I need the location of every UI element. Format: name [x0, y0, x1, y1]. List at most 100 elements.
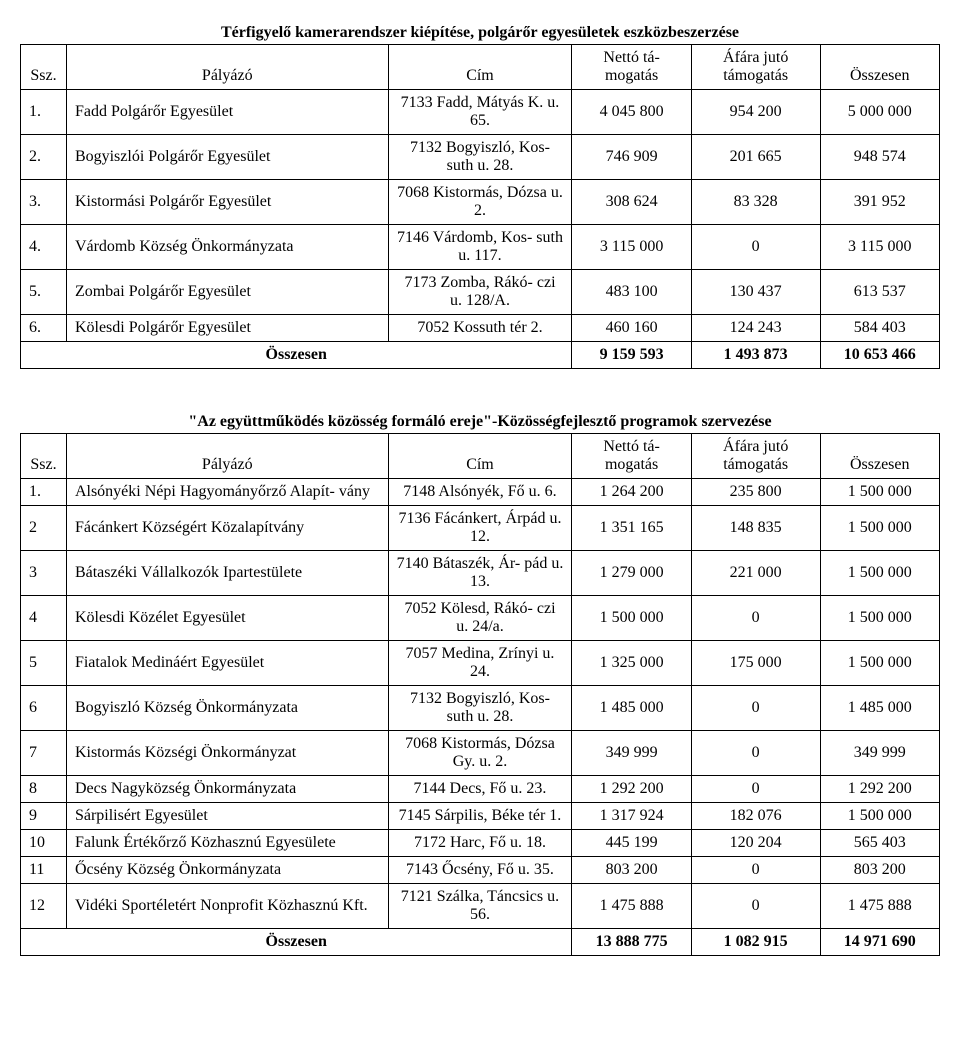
table-cell: 0	[691, 857, 820, 884]
table-cell: 948 574	[820, 135, 940, 180]
t2-body: 1.Alsónyéki Népi Hagyományőrző Alapít- v…	[21, 479, 940, 929]
table-cell: 391 952	[820, 180, 940, 225]
table-cell: 1 500 000	[820, 479, 940, 506]
t1-total-netto: 9 159 593	[572, 342, 691, 369]
table-cell: 83 328	[691, 180, 820, 225]
table-cell: 11	[21, 857, 67, 884]
table-cell: 7172 Harc, Fő u. 18.	[388, 830, 572, 857]
table-cell: 4 045 800	[572, 90, 691, 135]
table-row: 3Bátaszéki Vállalkozók Ipartestülete7140…	[21, 551, 940, 596]
table-cell: 1 500 000	[820, 803, 940, 830]
table-cell: Fadd Polgárőr Egyesület	[66, 90, 388, 135]
table-cell: 235 800	[691, 479, 820, 506]
table-row: 5Fiatalok Medináért Egyesület7057 Medina…	[21, 641, 940, 686]
table-cell: 10	[21, 830, 67, 857]
table-cell: 175 000	[691, 641, 820, 686]
table-row: 2.Bogyiszlói Polgárőr Egyesület7132 Bogy…	[21, 135, 940, 180]
table-cell: Várdomb Község Önkormányzata	[66, 225, 388, 270]
table-cell: 0	[691, 884, 820, 929]
t1-total-afa: 1 493 873	[691, 342, 820, 369]
table-cell: 3 115 000	[820, 225, 940, 270]
table-cell: 746 909	[572, 135, 691, 180]
table-cell: Zombai Polgárőr Egyesület	[66, 270, 388, 315]
table-cell: 445 199	[572, 830, 691, 857]
table-2-title: "Az együttműködés közösség formáló ereje…	[21, 409, 940, 434]
table-cell: 2.	[21, 135, 67, 180]
table-cell: 7052 Kossuth tér 2.	[388, 315, 572, 342]
table-cell: Őcsény Község Önkormányzata	[66, 857, 388, 884]
t2-h-afa: Áfára jutó támogatás	[691, 434, 820, 479]
table-cell: 613 537	[820, 270, 940, 315]
table-cell: 1 500 000	[820, 641, 940, 686]
table-2: "Az együttműködés közösség formáló ereje…	[20, 409, 940, 956]
table-cell: 1 475 888	[572, 884, 691, 929]
table-cell: 1 475 888	[820, 884, 940, 929]
t2-h-ssz: Ssz.	[21, 434, 67, 479]
table-cell: 6.	[21, 315, 67, 342]
t1-h-cim: Cím	[388, 45, 572, 90]
t1-body: 1.Fadd Polgárőr Egyesület7133 Fadd, Máty…	[21, 90, 940, 342]
table-cell: Fiatalok Medináért Egyesület	[66, 641, 388, 686]
table-row: 6.Kölesdi Polgárőr Egyesület7052 Kossuth…	[21, 315, 940, 342]
table-cell: 6	[21, 686, 67, 731]
table-row: 11Őcsény Község Önkormányzata7143 Őcsény…	[21, 857, 940, 884]
t2-h-netto: Nettó tá- mogatás	[572, 434, 691, 479]
table-row: 4.Várdomb Község Önkormányzata7146 Várdo…	[21, 225, 940, 270]
table-cell: 7052 Kölesd, Rákó- czi u. 24/a.	[388, 596, 572, 641]
table-cell: 1 292 200	[820, 776, 940, 803]
table-cell: 1 485 000	[572, 686, 691, 731]
table-cell: 1 500 000	[572, 596, 691, 641]
table-cell: Vidéki Sportéletért Nonprofit Közhasznú …	[66, 884, 388, 929]
t1-total-ossz: 10 653 466	[820, 342, 940, 369]
table-cell: 3 115 000	[572, 225, 691, 270]
table-row: 9Sárpilisért Egyesület7145 Sárpilis, Bék…	[21, 803, 940, 830]
t2-h-cim: Cím	[388, 434, 572, 479]
table-cell: 124 243	[691, 315, 820, 342]
table-cell: 1 325 000	[572, 641, 691, 686]
table-row: 8Decs Nagyközség Önkormányzata7144 Decs,…	[21, 776, 940, 803]
table-cell: 7140 Bátaszék, Ár- pád u. 13.	[388, 551, 572, 596]
t1-h-afa: Áfára jutó támogatás	[691, 45, 820, 90]
table-cell: 7136 Fácánkert, Árpád u. 12.	[388, 506, 572, 551]
t2-h-palyazo: Pályázó	[66, 434, 388, 479]
table-cell: 5.	[21, 270, 67, 315]
table-cell: 3.	[21, 180, 67, 225]
table-cell: 7	[21, 731, 67, 776]
table-cell: 1.	[21, 90, 67, 135]
table-cell: 7132 Bogyiszló, Kos- suth u. 28.	[388, 686, 572, 731]
table-1-title: Térfigyelő kamerarendszer kiépítése, pol…	[21, 20, 940, 45]
table-cell: 2	[21, 506, 67, 551]
table-cell: 120 204	[691, 830, 820, 857]
table-cell: Fácánkert Községért Közalapítvány	[66, 506, 388, 551]
t1-h-ssz: Ssz.	[21, 45, 67, 90]
table-cell: Bogyiszló Község Önkormányzata	[66, 686, 388, 731]
table-cell: 5 000 000	[820, 90, 940, 135]
table-cell: 182 076	[691, 803, 820, 830]
table-cell: 7146 Várdomb, Kos- suth u. 117.	[388, 225, 572, 270]
table-cell: Bátaszéki Vállalkozók Ipartestülete	[66, 551, 388, 596]
table-cell: 1 500 000	[820, 596, 940, 641]
table-cell: 1 264 200	[572, 479, 691, 506]
table-cell: 0	[691, 686, 820, 731]
table-row: 1.Fadd Polgárőr Egyesület7133 Fadd, Máty…	[21, 90, 940, 135]
table-cell: Kistormási Polgárőr Egyesület	[66, 180, 388, 225]
table-row: 3.Kistormási Polgárőr Egyesület7068 Kist…	[21, 180, 940, 225]
table-cell: Decs Nagyközség Önkormányzata	[66, 776, 388, 803]
table-cell: 4.	[21, 225, 67, 270]
table-cell: Falunk Értékőrző Közhasznú Egyesülete	[66, 830, 388, 857]
table-cell: 0	[691, 776, 820, 803]
table-row: 5.Zombai Polgárőr Egyesület7173 Zomba, R…	[21, 270, 940, 315]
table-cell: 7145 Sárpilis, Béke tér 1.	[388, 803, 572, 830]
table-cell: 201 665	[691, 135, 820, 180]
table-cell: Alsónyéki Népi Hagyományőrző Alapít- ván…	[66, 479, 388, 506]
table-cell: 1 279 000	[572, 551, 691, 596]
table-cell: 7068 Kistormás, Dózsa Gy. u. 2.	[388, 731, 572, 776]
table-cell: 1 500 000	[820, 551, 940, 596]
t2-total-ossz: 14 971 690	[820, 929, 940, 956]
table-cell: 4	[21, 596, 67, 641]
table-row: 12Vidéki Sportéletért Nonprofit Közhaszn…	[21, 884, 940, 929]
table-cell: 565 403	[820, 830, 940, 857]
table-cell: 7144 Decs, Fő u. 23.	[388, 776, 572, 803]
table-cell: Bogyiszlói Polgárőr Egyesület	[66, 135, 388, 180]
table-cell: 7068 Kistormás, Dózsa u. 2.	[388, 180, 572, 225]
